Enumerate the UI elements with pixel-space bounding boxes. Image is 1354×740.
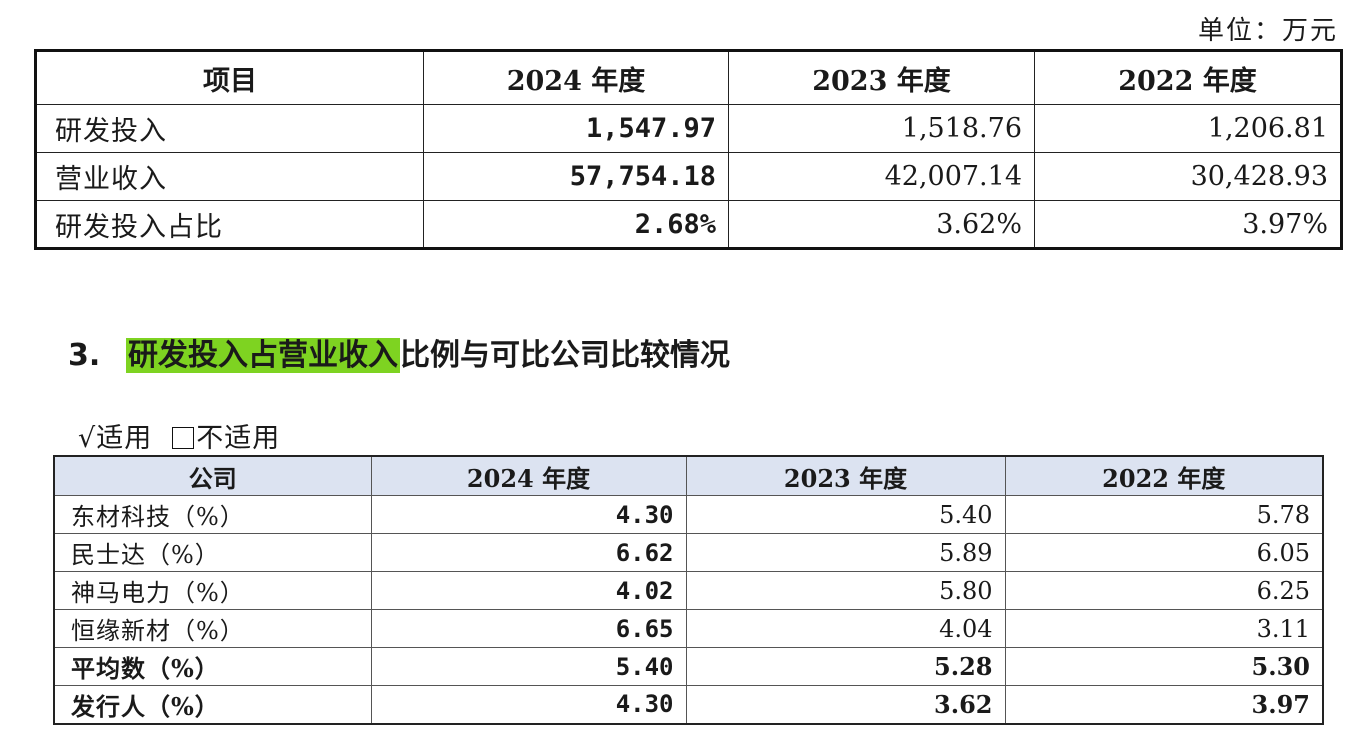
row-label: 营业收入 <box>35 152 424 201</box>
cell-2022: 5.30 <box>1004 647 1324 686</box>
cell-2022: 3.97% <box>1034 200 1342 249</box>
cell-2023: 5.89 <box>685 533 1006 572</box>
cell-2024: 6.65 <box>370 609 687 648</box>
header-company: 公司 <box>53 455 372 496</box>
table-row: 研发投入 1,547.97 1,518.76 1,206.81 <box>35 104 1342 153</box>
highlighted-text: 研发投入占营业收入 <box>126 338 400 373</box>
not-applicable-label: 不适用 <box>196 423 281 454</box>
cell-2022: 3.11 <box>1004 609 1324 648</box>
header-2022: 2022 年度 <box>1004 455 1324 496</box>
cell-2023: 1,518.76 <box>728 104 1035 153</box>
header-item: 项目 <box>35 50 424 105</box>
section-title-rest: 比例与可比公司比较情况 <box>400 338 730 373</box>
header-2024: 2024 年度 <box>423 50 729 105</box>
table-row: 神马电力（%） 4.02 5.80 6.25 <box>53 571 1324 610</box>
row-label: 民士达（%） <box>53 533 372 572</box>
applicable-checked-label: √适用 <box>78 423 153 454</box>
cell-2024: 1,547.97 <box>423 104 729 153</box>
header-2023: 2023 年度 <box>685 455 1006 496</box>
cell-2023: 3.62 <box>685 685 1006 724</box>
cell-2024: 4.02 <box>370 571 687 610</box>
cell-2023: 4.04 <box>685 609 1006 648</box>
unit-label: 单位：万元 <box>1197 16 1338 46</box>
row-label: 恒缘新材（%） <box>53 609 372 648</box>
row-label: 神马电力（%） <box>53 571 372 610</box>
table-row-average: 平均数（%） 5.40 5.28 5.30 <box>53 647 1324 686</box>
checkbox-icon <box>172 427 195 449</box>
table-row-issuer: 发行人（%） 4.30 3.62 3.97 <box>53 685 1324 724</box>
peer-comparison-table: 公司 2024 年度 2023 年度 2022 年度 东材科技（%） 4.30 … <box>53 455 1324 725</box>
cell-2023: 5.80 <box>685 571 1006 610</box>
cell-2023: 42,007.14 <box>728 152 1035 201</box>
cell-2024: 4.30 <box>370 495 687 534</box>
header-2022: 2022 年度 <box>1034 50 1342 105</box>
cell-2022: 1,206.81 <box>1034 104 1342 153</box>
cell-2023: 5.28 <box>685 647 1006 686</box>
table-row: 东材科技（%） 4.30 5.40 5.78 <box>53 495 1324 534</box>
cell-2024: 2.68% <box>423 200 729 249</box>
cell-2023: 3.62% <box>728 200 1035 249</box>
cell-2022: 6.05 <box>1004 533 1324 572</box>
row-label: 研发投入 <box>35 104 424 153</box>
row-label: 研发投入占比 <box>35 200 424 249</box>
cell-2024: 57,754.18 <box>423 152 729 201</box>
table-row: 研发投入占比 2.68% 3.62% 3.97% <box>35 200 1342 249</box>
row-label: 平均数（%） <box>53 647 372 686</box>
table-header-row: 项目 2024 年度 2023 年度 2022 年度 <box>35 50 1342 105</box>
cell-2024: 4.30 <box>370 685 687 724</box>
section-number: 3. <box>68 338 101 373</box>
table-row: 营业收入 57,754.18 42,007.14 30,428.93 <box>35 152 1342 201</box>
header-2024: 2024 年度 <box>370 455 687 496</box>
header-2023: 2023 年度 <box>728 50 1035 105</box>
rd-investment-table: 项目 2024 年度 2023 年度 2022 年度 研发投入 1,547.97… <box>34 49 1343 250</box>
cell-2022: 3.97 <box>1004 685 1324 724</box>
table-row: 民士达（%） 6.62 5.89 6.05 <box>53 533 1324 572</box>
section-heading: 3. 研发投入占营业收入比例与可比公司比较情况 <box>68 336 730 376</box>
cell-2022: 30,428.93 <box>1034 152 1342 201</box>
cell-2024: 6.62 <box>370 533 687 572</box>
cell-2024: 5.40 <box>370 647 687 686</box>
cell-2022: 6.25 <box>1004 571 1324 610</box>
row-label: 东材科技（%） <box>53 495 372 534</box>
table-row: 恒缘新材（%） 6.65 4.04 3.11 <box>53 609 1324 648</box>
cell-2023: 5.40 <box>685 495 1006 534</box>
applicability-line: √适用 不适用 <box>78 416 280 455</box>
cell-2022: 5.78 <box>1004 495 1324 534</box>
table-header-row: 公司 2024 年度 2023 年度 2022 年度 <box>53 455 1324 496</box>
row-label: 发行人（%） <box>53 685 372 724</box>
